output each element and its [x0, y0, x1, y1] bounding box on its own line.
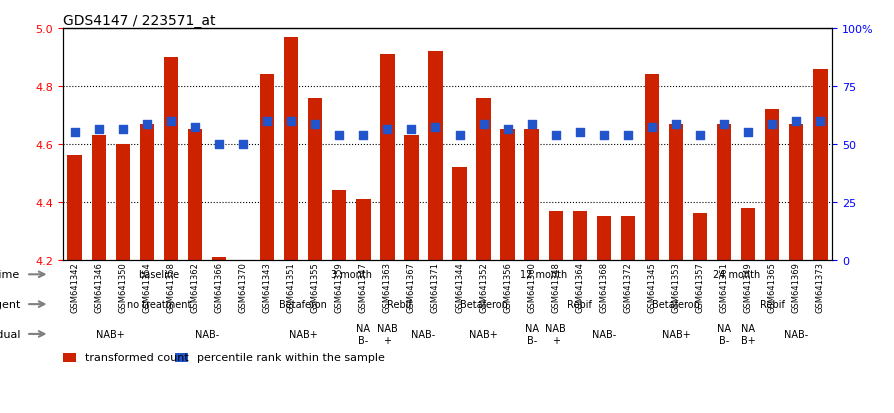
Point [428, 124, 443, 131]
Point [451, 133, 466, 139]
Point [644, 124, 658, 131]
Bar [548, 211, 562, 260]
Text: NAB+: NAB+ [289, 329, 317, 339]
Point [139, 121, 154, 128]
Point [404, 127, 418, 133]
Point [67, 130, 81, 136]
Text: Rebif: Rebif [386, 299, 411, 309]
Point [380, 127, 394, 133]
Point [283, 118, 298, 125]
Bar [476, 98, 490, 260]
Point [813, 118, 827, 125]
Bar [572, 211, 586, 260]
Point [668, 121, 682, 128]
Bar [716, 124, 730, 260]
Text: individual: individual [0, 329, 21, 339]
Text: percentile rank within the sample: percentile rank within the sample [197, 352, 384, 363]
Bar [428, 52, 443, 260]
Point [236, 141, 250, 148]
Bar [212, 257, 226, 260]
Point [500, 127, 514, 133]
Point [764, 121, 779, 128]
Text: NA
B+: NA B+ [740, 323, 755, 345]
Point [476, 121, 490, 128]
Point [548, 133, 562, 139]
Text: Betaferon: Betaferon [652, 299, 699, 309]
Text: no treatment: no treatment [127, 299, 190, 309]
Text: NAB
+: NAB + [376, 323, 397, 345]
Text: GDS4147 / 223571_at: GDS4147 / 223571_at [63, 14, 215, 28]
Bar [764, 110, 779, 260]
Bar [115, 145, 130, 260]
Bar [356, 199, 370, 260]
Bar [500, 130, 514, 260]
Text: 12 month: 12 month [519, 270, 567, 280]
Bar [139, 124, 154, 260]
Bar [668, 124, 682, 260]
Text: NAB
+: NAB + [544, 323, 566, 345]
Text: NA
B-: NA B- [356, 323, 370, 345]
Bar [308, 98, 322, 260]
Bar [524, 130, 538, 260]
Bar [789, 124, 803, 260]
Text: NAB-: NAB- [195, 329, 219, 339]
Point [188, 124, 202, 131]
Bar [283, 38, 298, 260]
Point [596, 133, 611, 139]
Text: Rebif: Rebif [759, 299, 784, 309]
Text: NAB-: NAB- [783, 329, 807, 339]
Point [259, 118, 274, 125]
Text: NA
B-: NA B- [716, 323, 730, 345]
Text: time: time [0, 270, 21, 280]
Point [164, 118, 178, 125]
Text: Rebif: Rebif [567, 299, 592, 309]
Bar [813, 69, 827, 260]
Bar [740, 208, 755, 260]
Point [692, 133, 706, 139]
Bar [404, 136, 418, 260]
Bar [91, 136, 105, 260]
Text: agent: agent [0, 299, 21, 309]
Text: Betaferon: Betaferon [460, 299, 507, 309]
Point [740, 130, 755, 136]
Point [115, 127, 130, 133]
Bar [692, 214, 706, 260]
Text: NAB-: NAB- [411, 329, 435, 339]
Point [524, 121, 538, 128]
Bar [67, 156, 82, 260]
Text: 24 month: 24 month [712, 270, 759, 280]
Text: Betaferon: Betaferon [279, 299, 326, 309]
Point [308, 121, 322, 128]
Bar [174, 353, 188, 362]
Text: NAB+: NAB+ [97, 329, 125, 339]
Bar [188, 130, 202, 260]
Text: transformed count: transformed count [85, 352, 189, 363]
Point [789, 118, 803, 125]
Point [91, 127, 105, 133]
Text: NAB+: NAB+ [661, 329, 689, 339]
Bar [164, 58, 178, 260]
Text: NAB-: NAB- [591, 329, 615, 339]
Text: baseline: baseline [139, 270, 179, 280]
Point [332, 133, 346, 139]
Text: NAB+: NAB+ [468, 329, 497, 339]
Bar [259, 75, 274, 260]
Text: NA
B-: NA B- [524, 323, 538, 345]
Text: 3 month: 3 month [331, 270, 371, 280]
Bar [596, 217, 611, 260]
Point [572, 130, 586, 136]
Bar [63, 353, 76, 362]
Point [356, 133, 370, 139]
Bar [451, 168, 467, 260]
Bar [620, 217, 635, 260]
Point [620, 133, 635, 139]
Bar [332, 191, 346, 260]
Point [716, 121, 730, 128]
Bar [644, 75, 659, 260]
Point [212, 141, 226, 148]
Bar [380, 55, 394, 260]
